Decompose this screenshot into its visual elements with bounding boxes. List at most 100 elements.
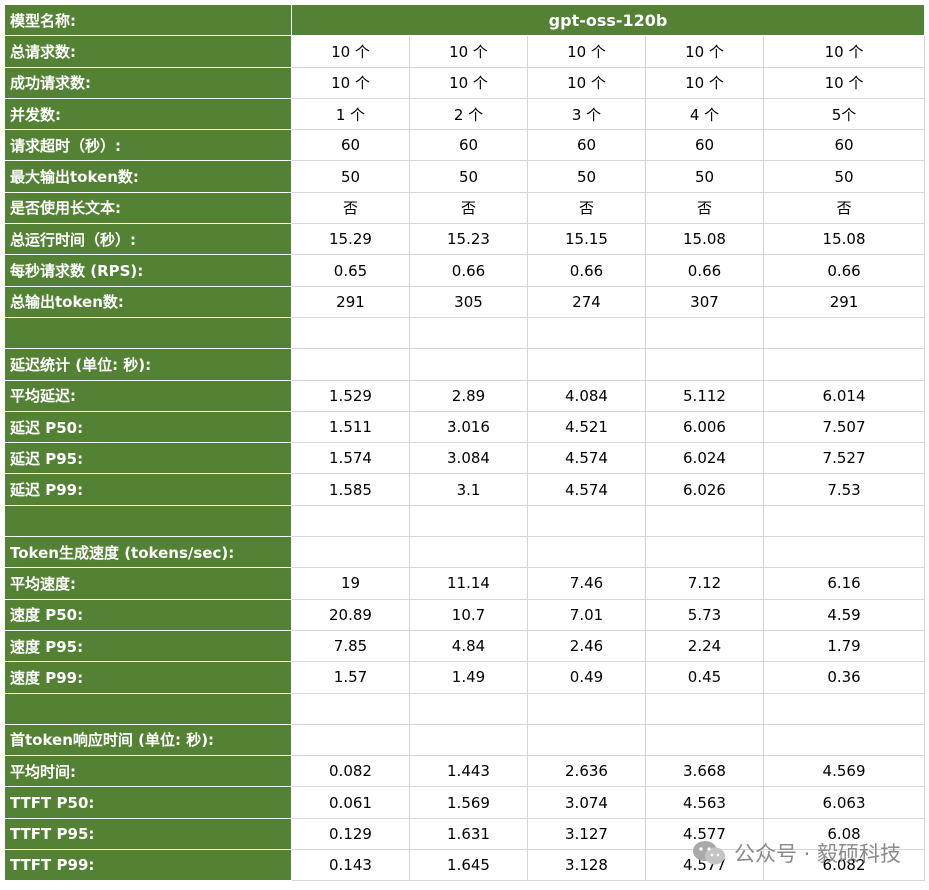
- table-cell: 50: [527, 160, 646, 193]
- table-cell: 0.65: [291, 254, 410, 287]
- table-cell: 4.563: [645, 786, 764, 819]
- table-cell: 4.577: [645, 817, 764, 851]
- table-cell: [762, 692, 926, 725]
- table-cell: 6.014: [762, 379, 926, 412]
- table-cell: [527, 316, 646, 350]
- table-row: TTFT P99: 0.143 1.645 3.128 4.577 6.082: [4, 849, 926, 882]
- table-cell: 3.084: [409, 442, 528, 475]
- table-row: 延迟统计 (单位: 秒):: [4, 348, 926, 381]
- table-cell: 2.24: [645, 629, 764, 663]
- table-row: 最大输出token数: 50 50 50 50 50: [4, 160, 926, 193]
- table-cell: 15.15: [527, 223, 646, 256]
- table-row: 每秒请求数 (RPS): 0.65 0.66 0.66 0.66 0.66: [4, 254, 926, 287]
- model-name: gpt-oss-120b: [290, 3, 926, 37]
- row-label: 总请求数:: [4, 35, 292, 68]
- table-cell: [409, 723, 528, 757]
- table-cell: 3.128: [527, 849, 646, 882]
- table-cell: 2.46: [527, 629, 646, 663]
- table-cell: 305: [409, 285, 528, 318]
- table-cell: 10 个: [645, 66, 764, 99]
- table-cell: 5.112: [645, 379, 764, 412]
- table-cell: [527, 692, 646, 725]
- row-label: 速度 P95:: [4, 629, 292, 663]
- table-cell: 0.66: [645, 254, 764, 287]
- table-cell: 3.127: [527, 817, 646, 851]
- table-row: 总请求数: 10 个 10 个 10 个 10 个 10 个: [4, 35, 926, 68]
- table-cell: [645, 723, 764, 757]
- table-cell: 0.129: [291, 817, 410, 851]
- table-cell: 1.511: [291, 410, 410, 444]
- table-cell: [762, 348, 926, 381]
- row-label: 平均速度:: [4, 567, 292, 600]
- row-label: 速度 P99:: [4, 661, 292, 694]
- table-cell: 7.85: [291, 629, 410, 663]
- table-row: TTFT P95: 0.129 1.631 3.127 4.577 6.08: [4, 817, 926, 851]
- table-cell: 2.636: [527, 755, 646, 788]
- table-cell: 7.53: [762, 473, 926, 506]
- table-cell: 1.645: [409, 849, 528, 882]
- table-cell: 4.84: [409, 629, 528, 663]
- table-row: 平均延迟: 1.529 2.89 4.084 5.112 6.014: [4, 379, 926, 412]
- row-label: 请求超时（秒）:: [4, 129, 292, 162]
- table-cell: 291: [291, 285, 410, 318]
- table-cell: [762, 536, 926, 569]
- table-cell: 10 个: [291, 35, 410, 68]
- table-cell: 10 个: [762, 66, 926, 99]
- table-cell: 60: [645, 129, 764, 162]
- table-cell: 0.36: [762, 661, 926, 694]
- table-cell: 60: [409, 129, 528, 162]
- table-cell: 60: [527, 129, 646, 162]
- table-cell: 4.574: [527, 473, 646, 506]
- row-label: TTFT P95:: [4, 817, 292, 851]
- table-cell: 6.082: [762, 849, 926, 882]
- table-row: Token生成速度 (tokens/sec):: [4, 536, 926, 569]
- table-cell: 7.12: [645, 567, 764, 600]
- table-cell: 否: [527, 191, 646, 225]
- row-label: [4, 316, 292, 350]
- table-cell: 2.89: [409, 379, 528, 412]
- table-cell: [409, 692, 528, 725]
- table-cell: 10 个: [409, 66, 528, 99]
- table-cell: [645, 504, 764, 538]
- table-cell: 50: [409, 160, 528, 193]
- table-cell: 6.08: [762, 817, 926, 851]
- table-cell: [527, 536, 646, 569]
- row-label: TTFT P99:: [4, 849, 292, 882]
- table-row: 首token响应时间 (单位: 秒):: [4, 723, 926, 757]
- table-cell: 1.79: [762, 629, 926, 663]
- table-cell: 0.143: [291, 849, 410, 882]
- table-cell: 6.026: [645, 473, 764, 506]
- table-cell: 6.006: [645, 410, 764, 444]
- table-cell: 4.084: [527, 379, 646, 412]
- table-cell: [527, 348, 646, 381]
- table-cell: [291, 723, 410, 757]
- table-cell: 0.45: [645, 661, 764, 694]
- table-cell: 1 个: [291, 97, 410, 131]
- table-cell: 3.668: [645, 755, 764, 788]
- table-cell: 6.024: [645, 442, 764, 475]
- table-cell: 60: [291, 129, 410, 162]
- table-cell: 1.529: [291, 379, 410, 412]
- table-cell: [291, 348, 410, 381]
- table-cell: 2 个: [409, 97, 528, 131]
- table-cell: 0.061: [291, 786, 410, 819]
- table-row: 平均时间: 0.082 1.443 2.636 3.668 4.569: [4, 755, 926, 788]
- table-cell: 19: [291, 567, 410, 600]
- table-cell: [409, 536, 528, 569]
- table-cell: 0.66: [762, 254, 926, 287]
- table-row: 总运行时间（秒）: 15.29 15.23 15.15 15.08 15.08: [4, 223, 926, 256]
- table-cell: 20.89: [291, 598, 410, 631]
- table-cell: 1.585: [291, 473, 410, 506]
- row-label: 每秒请求数 (RPS):: [4, 254, 292, 287]
- row-label: 并发数:: [4, 97, 292, 131]
- table-row: 延迟 P50: 1.511 3.016 4.521 6.006 7.507: [4, 410, 926, 444]
- table-cell: 10 个: [291, 66, 410, 99]
- row-label: 平均延迟:: [4, 379, 292, 412]
- row-label: 成功请求数:: [4, 66, 292, 99]
- table-cell: 60: [762, 129, 926, 162]
- table-row: 是否使用长文本: 否否否否否: [4, 191, 926, 225]
- table-cell: 307: [645, 285, 764, 318]
- table-row: [4, 692, 926, 725]
- table-cell: 否: [291, 191, 410, 225]
- row-label: 最大输出token数:: [4, 160, 292, 193]
